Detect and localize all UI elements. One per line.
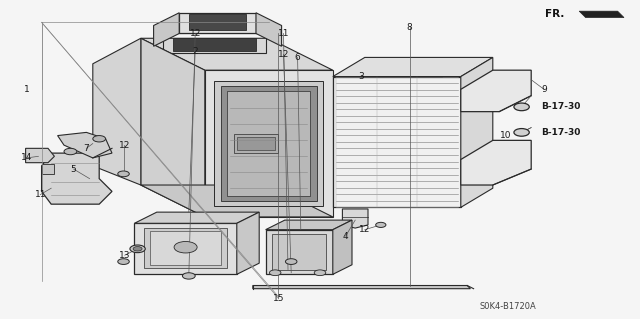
Polygon shape [221,86,317,201]
Text: 12: 12 [278,50,289,59]
Circle shape [514,129,529,136]
Text: 7: 7 [84,144,89,153]
Text: 3: 3 [359,72,364,81]
Text: 10: 10 [500,131,511,140]
Text: FR.: FR. [545,9,564,19]
Circle shape [514,103,529,111]
Text: 5: 5 [71,165,76,174]
Polygon shape [461,57,493,207]
Polygon shape [141,38,333,70]
Text: B-17-30: B-17-30 [541,128,580,137]
Text: 15: 15 [273,294,284,303]
Polygon shape [333,57,493,77]
Polygon shape [141,38,205,217]
Text: 14: 14 [21,153,33,162]
Polygon shape [333,220,352,274]
Polygon shape [461,140,531,185]
Circle shape [376,222,386,227]
Polygon shape [154,13,179,46]
Polygon shape [58,132,112,158]
Polygon shape [214,81,323,206]
Polygon shape [144,228,227,268]
Polygon shape [256,13,282,46]
Circle shape [64,148,77,155]
Text: 12: 12 [189,29,201,38]
Polygon shape [461,70,531,112]
Polygon shape [26,148,54,163]
Polygon shape [179,13,256,33]
Polygon shape [266,230,333,274]
Circle shape [269,270,281,276]
Circle shape [174,241,197,253]
Circle shape [182,273,195,279]
Polygon shape [141,185,333,217]
Text: 9: 9 [541,85,547,94]
Text: 12: 12 [359,225,371,234]
Polygon shape [272,234,326,270]
Polygon shape [42,164,54,174]
Polygon shape [150,231,221,265]
Circle shape [118,171,129,177]
Polygon shape [579,11,624,18]
Text: 11: 11 [278,29,289,38]
Text: 8: 8 [407,23,412,32]
Polygon shape [134,212,259,223]
Polygon shape [173,38,256,51]
Text: 13: 13 [119,251,131,260]
Circle shape [118,259,129,264]
Polygon shape [134,223,237,274]
Polygon shape [93,38,141,185]
Text: 2: 2 [193,47,198,56]
Polygon shape [227,91,310,196]
Polygon shape [266,220,352,230]
Text: B-17-30: B-17-30 [541,102,580,111]
Polygon shape [42,153,112,204]
Text: S0K4-B1720A: S0K4-B1720A [480,302,537,311]
Polygon shape [333,77,461,207]
Polygon shape [189,14,246,30]
Polygon shape [234,134,278,153]
Text: 11: 11 [35,190,46,199]
Circle shape [93,136,106,142]
Circle shape [285,259,297,264]
Polygon shape [237,212,259,274]
Text: 6: 6 [295,53,300,62]
Circle shape [133,247,142,251]
Circle shape [314,270,326,276]
Polygon shape [237,137,275,150]
Polygon shape [205,70,333,217]
Polygon shape [253,286,470,289]
Circle shape [130,245,145,253]
Text: 4: 4 [343,232,348,241]
Polygon shape [342,209,368,228]
Text: 1: 1 [24,85,29,94]
Text: 12: 12 [119,141,131,150]
